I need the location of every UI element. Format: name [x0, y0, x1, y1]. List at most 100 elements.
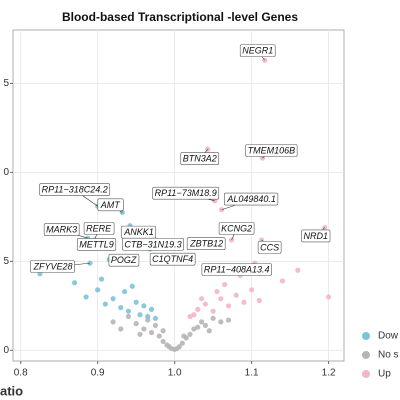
gene-label-text: RERE	[86, 223, 112, 233]
point	[225, 317, 232, 323]
point	[218, 296, 224, 302]
point	[145, 313, 151, 320]
point	[137, 331, 143, 337]
gene-label-text: C1QTNF4	[152, 254, 193, 264]
point	[233, 292, 239, 298]
point	[160, 338, 166, 345]
point	[191, 312, 197, 318]
gene-label-text: NEGR1	[242, 46, 273, 56]
point	[141, 303, 147, 309]
point	[98, 276, 105, 282]
label-box	[149, 252, 196, 266]
gene-label: NRD1	[301, 229, 331, 243]
gene-label: ZBTB12	[186, 237, 226, 251]
x-tick-label: 1.0	[168, 368, 182, 379]
y-tick-label: 5	[3, 256, 9, 267]
gene-label: BTN3A2	[180, 152, 220, 165]
point	[141, 326, 147, 332]
point	[225, 303, 232, 309]
gene-label-text: AL049840.1	[226, 194, 276, 204]
gene-label: RP11−73M18.9	[152, 186, 220, 200]
point	[145, 317, 151, 323]
legend-label: Up	[378, 369, 391, 380]
label-box	[239, 44, 276, 57]
gene-label: C1QTNF4	[149, 252, 196, 266]
gene-label: AL049840.1	[224, 192, 279, 206]
point	[148, 306, 155, 312]
gene-label: CTB−31N19.3	[122, 237, 184, 251]
point	[206, 328, 212, 334]
point	[218, 319, 224, 325]
label-box	[76, 238, 117, 251]
label-box	[30, 260, 75, 273]
point	[214, 288, 220, 295]
x-tick-label: 1.2	[322, 368, 336, 379]
point	[195, 324, 201, 330]
legend-label: No s	[378, 350, 399, 361]
label-box	[224, 192, 279, 206]
gene-label: RP11−318C24.2	[39, 183, 111, 196]
point	[195, 306, 201, 312]
gene-label-text: METTL9	[79, 239, 114, 249]
point	[102, 301, 108, 307]
gene-label: ANKK1	[120, 225, 157, 239]
gene-label: METTL9	[76, 238, 117, 251]
point	[326, 294, 332, 300]
label-box	[301, 229, 331, 243]
gene-label-text: KCNG2	[221, 223, 252, 233]
gene-label-text: ZBTB12	[189, 239, 223, 249]
point	[295, 267, 301, 273]
gene-label: POGZ	[108, 253, 140, 267]
point	[187, 331, 193, 337]
gene-label-text: AMT	[100, 200, 122, 210]
point	[110, 319, 116, 325]
gene-label: CCS	[257, 241, 282, 254]
point	[71, 280, 78, 286]
y-tick-label: 0	[3, 345, 9, 356]
gene-label-text: ZFYVE28	[32, 261, 72, 271]
point	[152, 322, 159, 329]
point	[198, 296, 205, 302]
point	[262, 57, 268, 63]
point	[95, 287, 101, 293]
point	[256, 297, 262, 304]
point	[152, 315, 159, 321]
label-box	[108, 253, 140, 267]
point	[148, 329, 155, 336]
point	[133, 321, 139, 327]
label-box	[152, 186, 220, 200]
label-box	[180, 152, 220, 165]
gene-label: MARK3	[43, 223, 80, 236]
label-box	[43, 223, 80, 236]
gene-label-text: MARK3	[46, 225, 77, 235]
point	[176, 344, 182, 350]
point	[83, 294, 89, 300]
gene-label: ZFYVE28	[30, 260, 75, 273]
label-box	[83, 222, 115, 235]
gene-label-text: TMEM106B	[248, 146, 296, 156]
point	[118, 305, 124, 311]
point	[241, 299, 247, 305]
gene-label-text: RP11−318C24.2	[42, 185, 108, 195]
point	[118, 326, 124, 332]
point	[110, 296, 116, 302]
legend-swatch	[362, 351, 370, 359]
point	[160, 328, 166, 334]
y-tick-label: 5	[3, 78, 9, 89]
point	[133, 299, 139, 305]
legend-label: Dow	[378, 331, 399, 342]
gene-label-text: BTN3A2	[183, 154, 217, 164]
gene-label: TMEM106B	[245, 144, 298, 157]
label-box	[245, 144, 298, 157]
point	[198, 319, 205, 325]
point	[202, 301, 209, 307]
x-axis-label: atio	[0, 383, 23, 398]
label-box	[186, 237, 226, 251]
point	[137, 312, 143, 318]
point	[125, 313, 132, 320]
point	[181, 333, 187, 339]
label-box	[97, 198, 124, 212]
legend-swatch	[362, 332, 370, 340]
point	[210, 308, 216, 314]
